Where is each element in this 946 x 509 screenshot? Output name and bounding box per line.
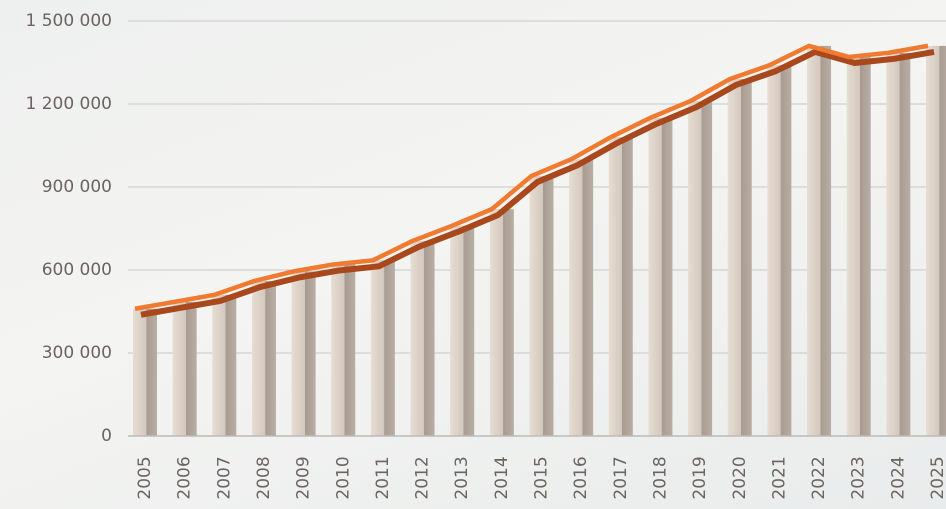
x-tick-label: 2013 xyxy=(452,456,472,499)
x-tick-label: 2021 xyxy=(769,456,789,499)
bar xyxy=(370,260,395,436)
y-tick-label: 1 500 000 xyxy=(25,11,112,31)
line-shadow xyxy=(140,48,935,318)
y-tick-label: 900 000 xyxy=(42,177,112,197)
x-tick-label: 2010 xyxy=(333,456,353,499)
bar xyxy=(251,281,276,436)
x-tick-label: 2015 xyxy=(532,456,552,499)
bar xyxy=(529,175,554,436)
bar xyxy=(648,117,673,436)
x-tick-label: 2014 xyxy=(492,456,512,499)
bar xyxy=(846,56,871,436)
bar xyxy=(489,209,514,436)
bar xyxy=(331,264,356,436)
x-tick-label: 2024 xyxy=(888,456,908,499)
x-tick-label: 2018 xyxy=(650,456,670,499)
bar xyxy=(172,301,197,436)
x-tick-label: 2019 xyxy=(690,456,710,499)
x-tick-label: 2012 xyxy=(413,456,433,499)
x-tick-label: 2011 xyxy=(373,456,393,499)
y-tick-label: 600 000 xyxy=(42,260,112,280)
x-tick-label: 2009 xyxy=(294,456,314,499)
x-tick-label: 2020 xyxy=(730,456,750,499)
bar xyxy=(450,225,475,436)
x-tick-label: 2022 xyxy=(809,456,829,499)
bar xyxy=(926,45,946,437)
x-tick-label: 2023 xyxy=(849,456,869,499)
x-tick-label: 2017 xyxy=(611,456,631,499)
bar xyxy=(212,294,237,436)
bar xyxy=(688,101,713,436)
bar xyxy=(886,52,911,437)
y-tick-label: 1 200 000 xyxy=(25,94,112,114)
bar xyxy=(569,159,594,437)
x-tick-label: 2005 xyxy=(135,456,155,499)
line xyxy=(134,43,929,311)
x-tick-label: 2007 xyxy=(214,456,234,499)
bar xyxy=(291,271,316,436)
x-tick-label: 2006 xyxy=(175,456,195,499)
y-tick-label: 0 xyxy=(101,426,112,446)
x-tick-label: 2016 xyxy=(571,456,591,499)
y-tick-label: 300 000 xyxy=(42,343,112,363)
bar xyxy=(133,308,157,436)
x-tick-label: 2008 xyxy=(254,456,274,499)
bar xyxy=(807,45,832,437)
bar xyxy=(410,240,435,436)
bar xyxy=(767,65,792,437)
x-tick-label: 2025 xyxy=(928,456,946,499)
bar xyxy=(608,137,633,436)
bar xyxy=(727,79,752,436)
